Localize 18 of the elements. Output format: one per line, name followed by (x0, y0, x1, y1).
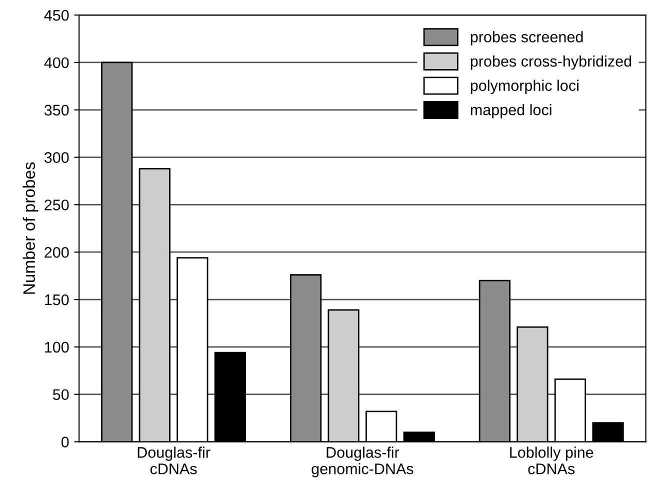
legend-label: probes screened (470, 31, 583, 46)
legend-label: probes cross-hybridized (470, 55, 632, 70)
x-tick-label: Douglas-fir cDNAs (138, 446, 210, 474)
y-tick-label: 300 (44, 152, 69, 163)
x-tick-label: Loblolly pine cDNAs (510, 446, 594, 474)
y-tick-label: 250 (44, 200, 69, 210)
y-tick-label: 350 (44, 104, 69, 116)
y-tick-label: 450 (44, 10, 69, 21)
legend-label: polymorphic loci (470, 80, 578, 94)
y-axis-title: Number of probes (22, 162, 38, 294)
y-tick-label: 100 (45, 342, 69, 353)
y-tick-label: 150 (45, 294, 69, 306)
legend-label: mapped loci (470, 104, 552, 118)
y-tick-label: 200 (44, 246, 69, 258)
x-tick-label: Douglas-fir genomic-DNAs (312, 446, 414, 478)
y-tick-label: 0 (61, 436, 69, 448)
y-tick-label: 400 (44, 57, 69, 68)
y-tick-label: 50 (52, 389, 69, 400)
